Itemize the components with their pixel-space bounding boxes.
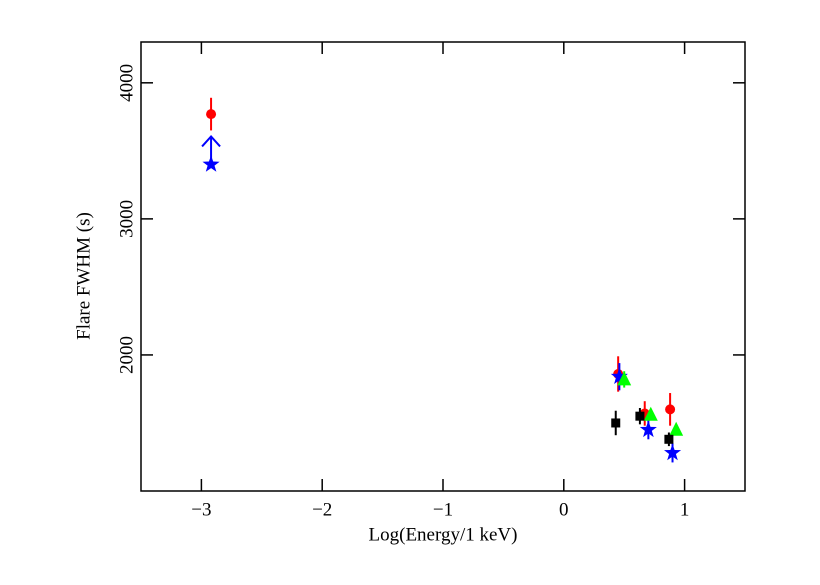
- point: [669, 421, 684, 436]
- point: [664, 434, 674, 444]
- point: [610, 367, 628, 384]
- point: [664, 443, 682, 461]
- x-tick-label: 0: [559, 499, 569, 520]
- point: [202, 155, 220, 172]
- x-tick-label: −2: [312, 499, 332, 520]
- y-tick-label: 2000: [116, 336, 137, 374]
- plot-frame: [140, 41, 746, 492]
- y-tick-label: 4000: [116, 64, 137, 102]
- x-tick-label: −3: [191, 499, 211, 520]
- y-tick-label: 3000: [116, 200, 137, 238]
- point: [617, 371, 632, 386]
- y-axis-label: Flare FWHM (s): [73, 212, 94, 340]
- point: [635, 411, 645, 421]
- x-axis-label: Log(Energy/1 keV): [369, 524, 518, 545]
- point: [206, 109, 217, 120]
- point: [611, 418, 621, 428]
- point: [639, 420, 657, 438]
- x-tick-label: −1: [433, 499, 453, 520]
- point: [665, 404, 676, 415]
- point: [643, 406, 658, 421]
- x-tick-label: 1: [680, 499, 690, 520]
